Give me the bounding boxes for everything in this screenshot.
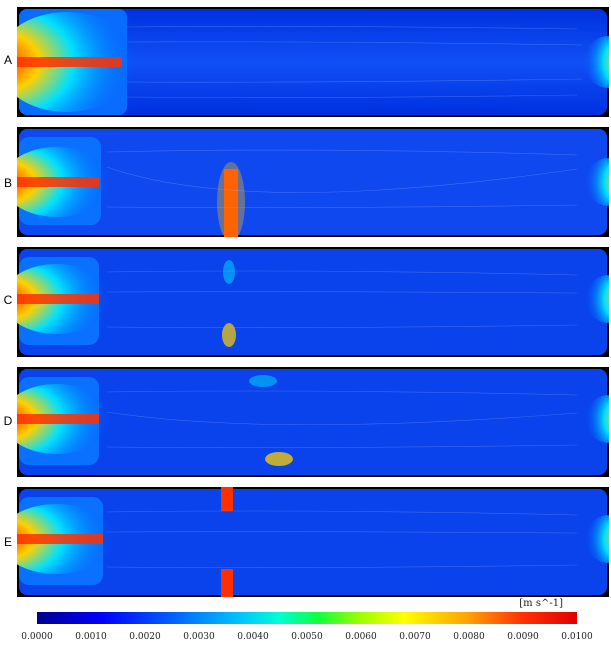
colorbar-tick: 0.0070 (399, 632, 431, 642)
colorbar-tick: 0.0040 (237, 632, 269, 642)
velocity-field-a (17, 9, 609, 115)
flow-panel-c (17, 247, 609, 357)
velocity-field-c (17, 249, 609, 355)
panel-label-a: A (3, 53, 12, 67)
panel-label-d: D (3, 414, 13, 428)
colorbar-unit-label: [m s^-1] (519, 598, 563, 609)
panel-label-e: E (3, 535, 12, 549)
velocity-field-d (17, 369, 609, 475)
colorbar-tick: 0.0060 (345, 632, 377, 642)
flow-panel-e (17, 487, 609, 597)
colorbar-tick: 0.0010 (75, 632, 107, 642)
flow-panel-b (17, 127, 609, 237)
colorbar-tick: 0.0100 (561, 632, 593, 642)
flow-panel-a (17, 7, 609, 117)
velocity-field-e (17, 487, 609, 597)
flow-panel-d (17, 367, 609, 477)
colorbar-tick: 0.0050 (291, 632, 323, 642)
colorbar-tick: 0.0030 (183, 632, 215, 642)
colorbar-tick: 0.0000 (21, 632, 53, 642)
colorbar-tick: 0.0020 (129, 632, 161, 642)
panel-label-b: B (3, 176, 12, 190)
colorbar-tick: 0.0080 (453, 632, 485, 642)
panel-label-c: C (3, 293, 13, 307)
velocity-colorbar (37, 612, 577, 624)
colorbar-tick: 0.0090 (507, 632, 539, 642)
velocity-field-b (17, 129, 609, 237)
